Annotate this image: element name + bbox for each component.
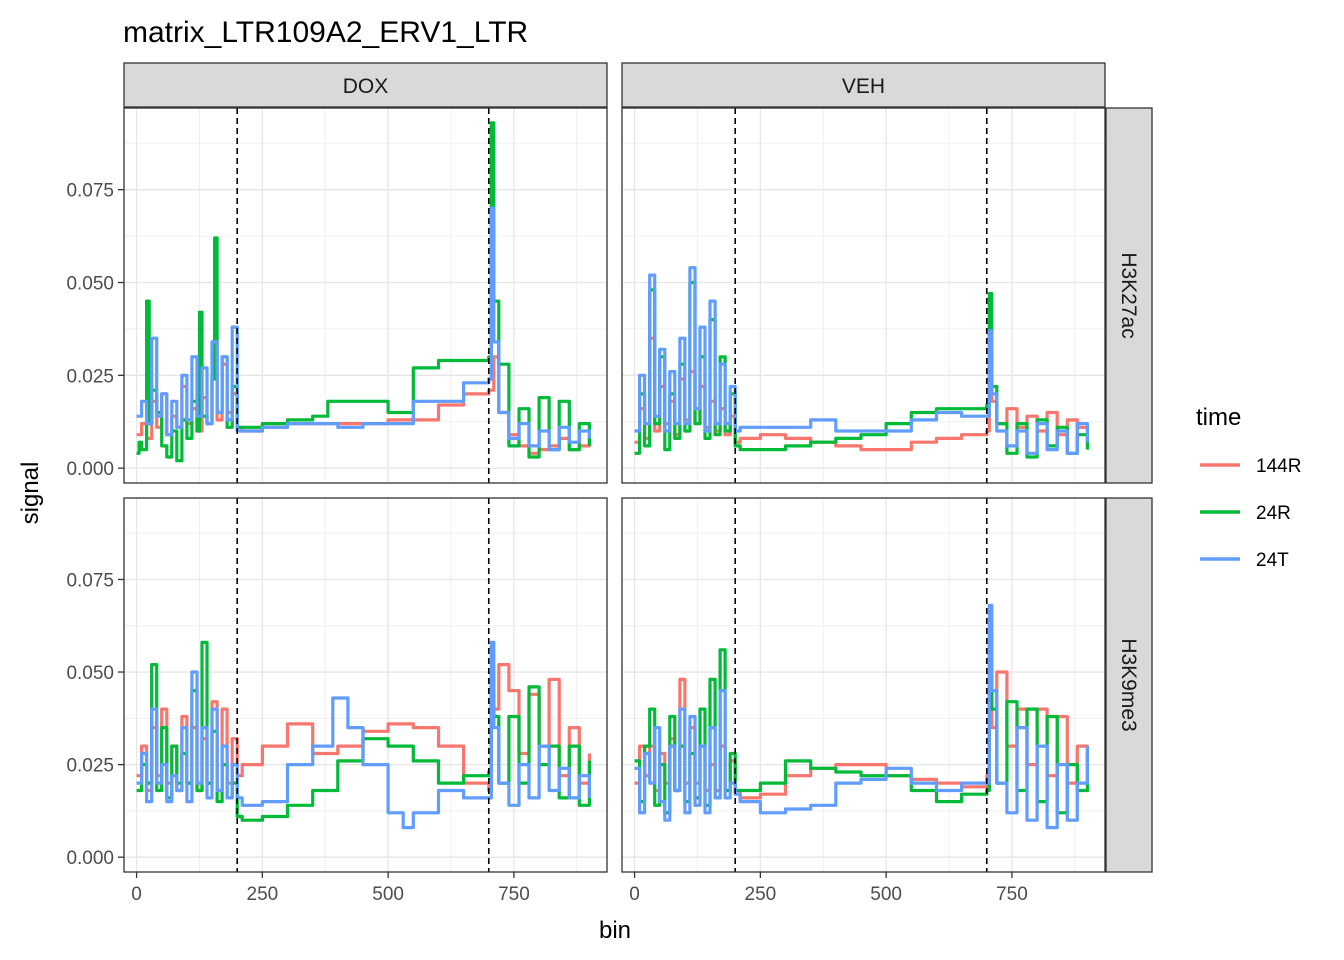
panel-background (622, 108, 1105, 483)
legend-label-24t: 24T (1256, 550, 1289, 571)
x-tick-label: 250 (745, 884, 777, 905)
y-tick-label: 0.075 (66, 570, 114, 591)
chart-title: matrix_LTR109A2_ERV1_LTR (123, 16, 528, 49)
facet-strip-dox (123, 62, 608, 108)
y-tick-label: 0.000 (66, 848, 114, 869)
panel-border (621, 497, 1106, 873)
y-tick-label: 0.050 (66, 274, 114, 295)
panel-dox-h3k27ac: 0.000 0.025 0.050 0.075 (66, 107, 608, 484)
legend-label-24r: 24R (1256, 503, 1291, 524)
series-line-24t (136, 206, 591, 452)
series-line-24t (634, 266, 1089, 455)
facet-strip-h3k27ac (1105, 107, 1153, 484)
facet-strip-label-h3k9me3: H3K9me3 (1117, 638, 1140, 731)
x-tick-label: 500 (372, 884, 404, 905)
facet-strip-label-veh: VEH (842, 75, 885, 98)
y-tick-label: 0.075 (66, 181, 114, 202)
x-tick-label: 750 (996, 884, 1028, 905)
legend-item-24r: 24R (1200, 503, 1291, 524)
panel-border (621, 107, 1106, 484)
x-tick-label: 250 (247, 884, 279, 905)
y-tick-label: 0.000 (66, 459, 114, 480)
x-tick-label: 0 (131, 884, 142, 905)
facet-strip-label-dox: DOX (343, 75, 389, 98)
x-axis-title: bin (599, 917, 631, 944)
facet-strip-veh (621, 62, 1106, 108)
legend-item-144r: 144R (1200, 456, 1301, 477)
x-tick-label: 750 (498, 884, 530, 905)
panel-background (124, 108, 607, 483)
series-line-24t (634, 603, 1089, 830)
panel-background (124, 498, 607, 872)
panel-background (622, 498, 1105, 872)
y-axis-title: signal (17, 462, 44, 525)
panel-dox-h3k9me3: 0.000 0.025 0.050 0.075 0 250 500 750 (66, 497, 608, 905)
x-tick-label: 0 (629, 884, 640, 905)
panel-border (123, 107, 608, 484)
y-tick-label: 0.025 (66, 366, 114, 387)
panel-grid: DOX VEH H3K27ac H3K9me3 0.000 0.025 0.050 0.075… (66, 62, 1153, 905)
y-tick-label: 0.025 (66, 756, 114, 777)
legend: time 144R 24R 24T (1196, 404, 1301, 571)
legend-item-24t: 24T (1200, 550, 1289, 571)
series-line-24r (136, 640, 591, 822)
legend-label-144r: 144R (1256, 456, 1301, 477)
panel-veh-h3k9me3: 0 250 500 750 (621, 497, 1106, 905)
series-line-24t (136, 640, 591, 830)
y-tick-label: 0.050 (66, 663, 114, 684)
legend-title: time (1196, 404, 1241, 431)
facet-strip-label-h3k27ac: H3K27ac (1117, 252, 1140, 338)
panel-veh-h3k27ac (621, 107, 1106, 484)
panel-border (123, 497, 608, 873)
facet-strip-h3k9me3 (1105, 497, 1153, 873)
x-tick-label: 500 (870, 884, 902, 905)
